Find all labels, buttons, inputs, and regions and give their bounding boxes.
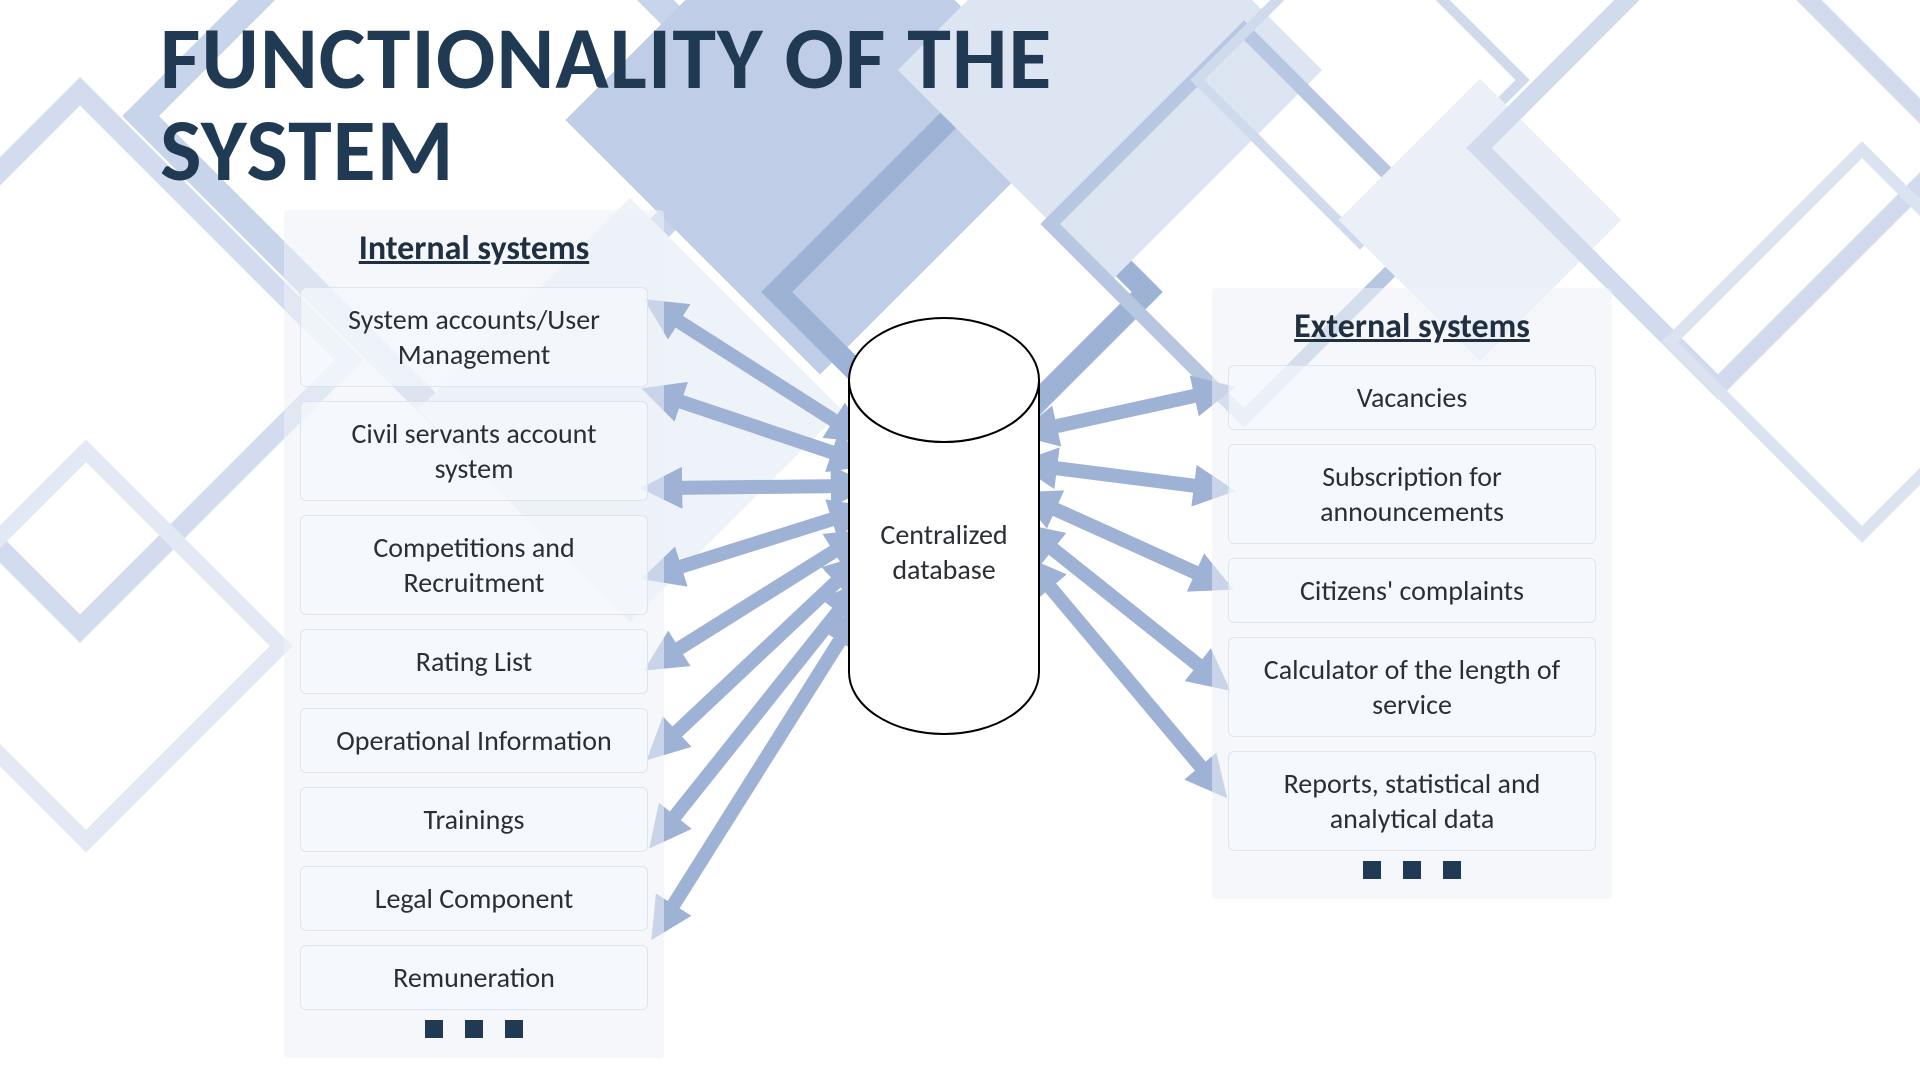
external-panel: External systems Vacancies Subscription f… [1212,288,1612,899]
list-item: Civil servants account system [300,401,648,501]
list-item: Rating List [300,629,648,694]
list-item: Remuneration [300,945,648,1010]
bg-square [0,440,292,853]
dot-icon [1363,861,1381,879]
list-item: Vacancies [1228,365,1596,430]
dot-icon [505,1020,523,1038]
dot-icon [425,1020,443,1038]
ellipsis-dots [1228,861,1596,879]
dot-icon [1403,861,1421,879]
external-panel-title: External systems [1228,306,1596,347]
ellipsis-dots [300,1020,648,1038]
list-item: System accounts/User Management [300,287,648,387]
internal-list: System accounts/User Management Civil ser… [300,287,648,1010]
dot-icon [1443,861,1461,879]
list-item: Calculator of the length of service [1228,637,1596,737]
dot-icon [465,1020,483,1038]
internal-panel-title: Internal systems [300,228,648,269]
external-list: Vacancies Subscription for announcements C… [1228,365,1596,851]
list-item: Competitions and Recruitment [300,515,648,615]
list-item: Reports, statistical and analytical data [1228,751,1596,851]
internal-panel: Internal systems System accounts/User Ma… [284,210,664,1058]
database-label: Centralized database [844,517,1044,587]
list-item: Legal Component [300,866,648,931]
list-item: Trainings [300,787,648,852]
page-title: FUNCTIONALITY OF THE SYSTEM [160,12,1052,197]
list-item: Subscription for announcements [1228,444,1596,544]
list-item: Citizens' complaints [1228,558,1596,623]
list-item: Operational Information [300,708,648,773]
